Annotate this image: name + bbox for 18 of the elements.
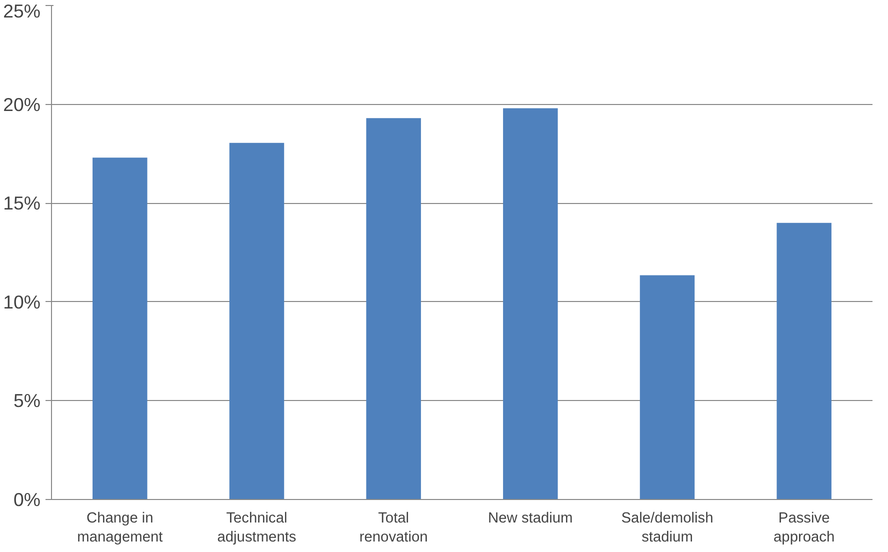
bar: [640, 275, 695, 500]
bar: [366, 118, 421, 500]
x-tick-label: Technical adjustments: [217, 510, 296, 546]
x-tick-label: Change in management: [77, 510, 163, 546]
y-tick-label: 25%: [3, 0, 41, 22]
bar: [229, 142, 284, 500]
bar: [503, 108, 558, 500]
x-tick-label: Passive approach: [774, 510, 835, 546]
bar: [92, 158, 148, 500]
y-tick-label: 5%: [14, 390, 41, 412]
y-tick-label: 20%: [3, 94, 41, 115]
y-tick-label: 15%: [3, 192, 41, 214]
y-tick-label: 10%: [3, 291, 41, 312]
bar: [776, 222, 832, 500]
x-tick-label: Total renovation: [359, 510, 428, 546]
y-tick-label: 0%: [14, 489, 41, 510]
x-tick-label: Sale/demolish stadium: [621, 510, 714, 546]
x-tick-label: New stadium: [488, 510, 573, 526]
